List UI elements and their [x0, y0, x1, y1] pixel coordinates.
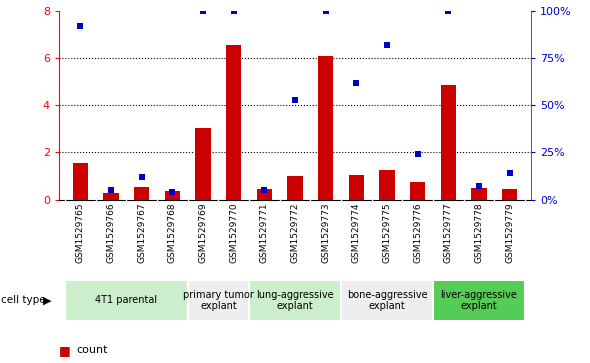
Text: GSM1529776: GSM1529776	[413, 202, 422, 263]
Text: GSM1529767: GSM1529767	[137, 202, 146, 263]
Bar	[349, 175, 364, 200]
Text: GSM1529778: GSM1529778	[474, 202, 483, 263]
Text: count: count	[77, 345, 108, 355]
Bar	[341, 280, 433, 321]
Bar	[257, 189, 272, 200]
Point	[474, 184, 484, 189]
Text: ■: ■	[59, 344, 71, 357]
Bar	[502, 189, 517, 200]
Bar	[410, 182, 425, 200]
Bar	[441, 85, 456, 200]
Text: GSM1529775: GSM1529775	[382, 202, 391, 263]
Point	[382, 42, 392, 48]
Text: primary tumor
explant: primary tumor explant	[183, 290, 254, 311]
Text: GSM1529768: GSM1529768	[168, 202, 177, 263]
Text: liver-aggressive
explant: liver-aggressive explant	[441, 290, 517, 311]
Point	[444, 8, 453, 14]
Point	[76, 23, 85, 29]
Bar	[165, 191, 180, 200]
Bar	[226, 45, 241, 200]
Text: lung-aggressive
explant: lung-aggressive explant	[256, 290, 334, 311]
Bar	[65, 280, 188, 321]
Point	[352, 80, 361, 86]
Text: 4T1 parental: 4T1 parental	[96, 295, 158, 305]
Text: GSM1529774: GSM1529774	[352, 202, 361, 262]
Point	[260, 187, 269, 193]
Point	[505, 170, 514, 176]
Bar	[433, 280, 525, 321]
Text: GSM1529779: GSM1529779	[505, 202, 514, 263]
Point	[321, 8, 330, 14]
Bar	[195, 128, 211, 200]
Point	[229, 8, 238, 14]
Text: bone-aggressive
explant: bone-aggressive explant	[347, 290, 427, 311]
Text: GSM1529770: GSM1529770	[229, 202, 238, 263]
Bar	[73, 163, 88, 200]
Text: GSM1529766: GSM1529766	[107, 202, 116, 263]
Text: GSM1529769: GSM1529769	[199, 202, 208, 263]
Point	[198, 8, 208, 14]
Bar	[103, 192, 119, 200]
Point	[413, 151, 422, 157]
Point	[106, 187, 116, 193]
Text: GSM1529773: GSM1529773	[321, 202, 330, 263]
Point	[137, 174, 146, 180]
Text: cell type: cell type	[1, 295, 45, 305]
Bar	[287, 176, 303, 200]
Bar	[318, 56, 333, 200]
Point	[290, 97, 300, 102]
Text: GSM1529772: GSM1529772	[290, 202, 300, 262]
Text: ▶: ▶	[43, 295, 51, 305]
Bar	[471, 188, 487, 200]
Bar	[249, 280, 341, 321]
Bar	[188, 280, 249, 321]
Text: GSM1529771: GSM1529771	[260, 202, 269, 263]
Text: GSM1529765: GSM1529765	[76, 202, 85, 263]
Bar	[134, 187, 149, 200]
Bar	[379, 170, 395, 200]
Text: GSM1529777: GSM1529777	[444, 202, 453, 263]
Point	[168, 189, 177, 195]
